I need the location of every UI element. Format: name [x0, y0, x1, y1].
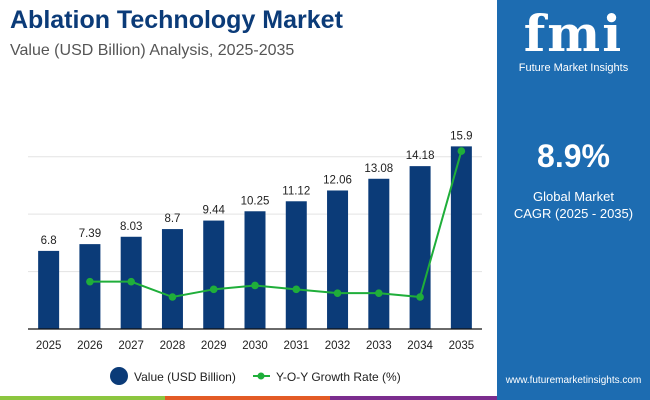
- growth-point: [333, 289, 342, 297]
- bar-value-label: 8.7: [164, 213, 180, 225]
- legend: Value (USD Billion) Y-O-Y Growth Rate (%…: [110, 367, 401, 385]
- x-tick-label: 2027: [118, 340, 144, 352]
- bar-value-label: 6.8: [41, 235, 57, 247]
- growth-point: [416, 293, 424, 301]
- x-tick-label: 2033: [366, 340, 392, 352]
- growth-point: [457, 147, 466, 155]
- bar-value-label: 7.39: [79, 228, 101, 240]
- growth-point: [168, 293, 177, 301]
- x-tick-label: 2034: [407, 340, 433, 352]
- bar-value-label: 12.06: [323, 174, 352, 186]
- bar-2030: [244, 211, 266, 329]
- x-tick-label: 2029: [201, 340, 227, 352]
- cagr-value: 8.9%: [537, 138, 610, 174]
- x-tick-label: 2031: [283, 340, 309, 352]
- growth-point: [209, 285, 218, 294]
- legend-line-dot: [257, 372, 265, 380]
- growth-point: [127, 277, 135, 286]
- x-tick-label: 2032: [325, 340, 351, 352]
- legend-bar-label: Value (USD Billion): [134, 370, 236, 384]
- x-tick-label: 2030: [242, 340, 268, 352]
- cagr-label-line2: CAGR (2025 - 2035): [513, 206, 634, 221]
- bar-2028: [161, 229, 183, 329]
- stripe-green: [0, 396, 165, 400]
- bar-2025: [38, 250, 60, 329]
- bar-2031: [285, 201, 307, 329]
- bar-2035: [450, 146, 472, 329]
- bar-2026: [79, 244, 101, 329]
- bar-2032: [327, 190, 349, 329]
- x-tick-label: 2028: [160, 340, 186, 352]
- fmi-logo: fmi Future Market Insights: [497, 4, 650, 75]
- stripe-purple: [330, 396, 497, 400]
- bar-value-label: 10.25: [241, 195, 270, 207]
- logo-caption: Future Market Insights: [518, 62, 629, 74]
- bar-2033: [368, 178, 390, 329]
- legend-bar-marker: [110, 367, 128, 385]
- bar-value-label: 11.12: [282, 185, 310, 197]
- bar-value-label: 13.08: [364, 163, 393, 175]
- chart-title: Ablation Technology Market: [10, 6, 343, 34]
- stripe-orange: [165, 396, 330, 400]
- growth-point: [375, 289, 383, 297]
- website-url[interactable]: www.futuremarketinsights.com: [505, 375, 642, 386]
- cagr-label-line1: Global Market: [533, 189, 614, 204]
- growth-point: [86, 277, 94, 286]
- growth-point: [292, 285, 301, 294]
- bar-2029: [203, 220, 225, 329]
- side-panel: fmi Future Market Insights 8.9% Global M…: [497, 0, 650, 400]
- growth-point: [251, 281, 259, 290]
- x-tick-label: 2025: [36, 340, 62, 352]
- chart: 6.8 2025 7.39 2026 8.03 2027 8.7 2028 9.44 2029 10…: [28, 130, 482, 385]
- x-tick-label: 2026: [77, 340, 103, 352]
- legend-line-label: Y-O-Y Growth Rate (%): [276, 370, 401, 384]
- bar-value-label: 9.44: [203, 205, 226, 217]
- chart-subtitle: Value (USD Billion) Analysis, 2025-2035: [10, 42, 295, 59]
- bar-value-label: 8.03: [120, 221, 142, 233]
- bar-value-label: 14.18: [406, 150, 435, 162]
- x-tick-label: 2035: [449, 340, 475, 352]
- logo-text: fmi: [523, 4, 624, 63]
- bar-2034: [409, 166, 431, 329]
- cagr-label: Global Market CAGR (2025 - 2035): [497, 188, 650, 222]
- bar-value-label: 15.9: [450, 130, 472, 142]
- growth-line: [89, 150, 463, 299]
